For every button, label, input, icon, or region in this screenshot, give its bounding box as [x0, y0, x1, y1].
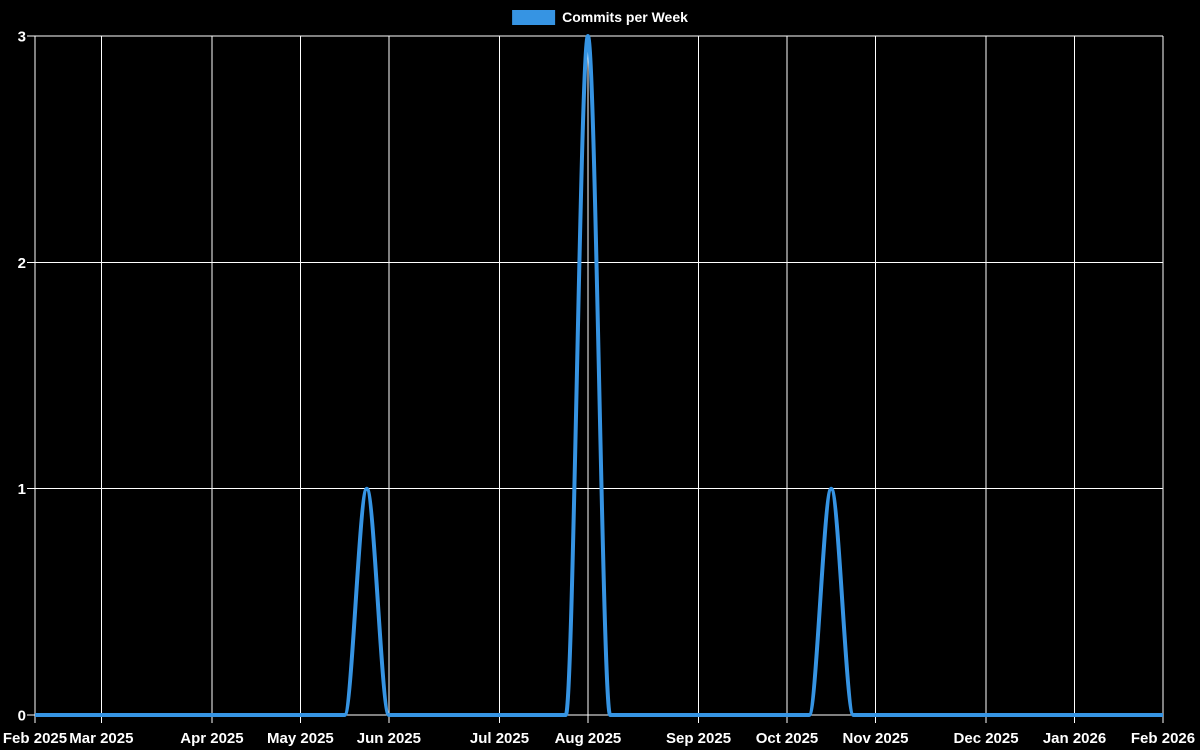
x-tick-label: Feb 2026: [1131, 730, 1195, 747]
x-tick-label: May 2025: [267, 730, 334, 747]
x-tick-label: Aug 2025: [555, 730, 622, 747]
x-tick-label: Mar 2025: [69, 730, 133, 747]
y-tick-label: 0: [18, 708, 26, 725]
gridlines: [34, 35, 1164, 716]
y-tick-label: 1: [18, 481, 26, 498]
x-tick-label: Sep 2025: [666, 730, 731, 747]
chart-legend[interactable]: Commits per Week: [512, 9, 688, 25]
legend-label[interactable]: Commits per Week: [562, 9, 688, 25]
commits-line-series: [35, 34, 1163, 717]
y-tick-label: 3: [18, 29, 26, 46]
x-tick-label: Jul 2025: [470, 730, 529, 747]
x-tick-label: Jan 2026: [1043, 730, 1106, 747]
x-tick-label: Dec 2025: [954, 730, 1019, 747]
x-tick-label: Jun 2025: [357, 730, 421, 747]
x-axis-labels: Feb 2025 Mar 2025 Apr 2025 May 2025 Jun 2025…: [3, 730, 1195, 747]
x-tick-label: Feb 2025: [3, 730, 67, 747]
x-tick-label: Nov 2025: [843, 730, 909, 747]
x-tick-label: Oct 2025: [756, 730, 819, 747]
legend-swatch-icon[interactable]: [512, 9, 556, 25]
y-tick-label: 2: [18, 255, 26, 272]
x-tick-label: Apr 2025: [180, 730, 243, 747]
y-axis-labels: 0 1 2 3: [18, 29, 26, 725]
